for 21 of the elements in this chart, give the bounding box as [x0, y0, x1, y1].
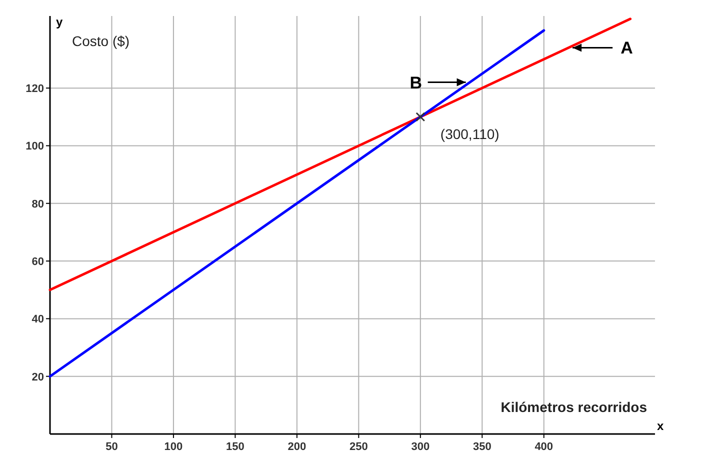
y-tick-label: 60 [32, 256, 44, 268]
x-tick-label: 400 [534, 441, 554, 453]
annotation: B [410, 73, 422, 92]
x-tick-label: 100 [164, 441, 183, 453]
y-axis-title: y [56, 15, 63, 29]
annotation: A [620, 38, 633, 58]
x-tick-label: 150 [226, 441, 244, 453]
y-tick-label: 100 [26, 140, 44, 153]
x-tick-label: 300 [411, 441, 430, 453]
y-tick-label: 40 [32, 314, 44, 326]
x-tick-label: 50 [106, 441, 118, 453]
annotation: Costo ($) [72, 33, 130, 49]
y-tick-label: 80 [32, 198, 44, 210]
x-tick-label: 250 [349, 441, 368, 453]
x-tick-label: 200 [288, 441, 306, 453]
x-axis-title: x [657, 419, 664, 433]
y-tick-label: 120 [26, 83, 44, 96]
annotation: Kilómetros recorridos [500, 399, 648, 415]
x-tick-label: 350 [472, 441, 492, 453]
y-tick-label: 20 [32, 371, 44, 384]
annotation: (300,110) [440, 126, 500, 142]
